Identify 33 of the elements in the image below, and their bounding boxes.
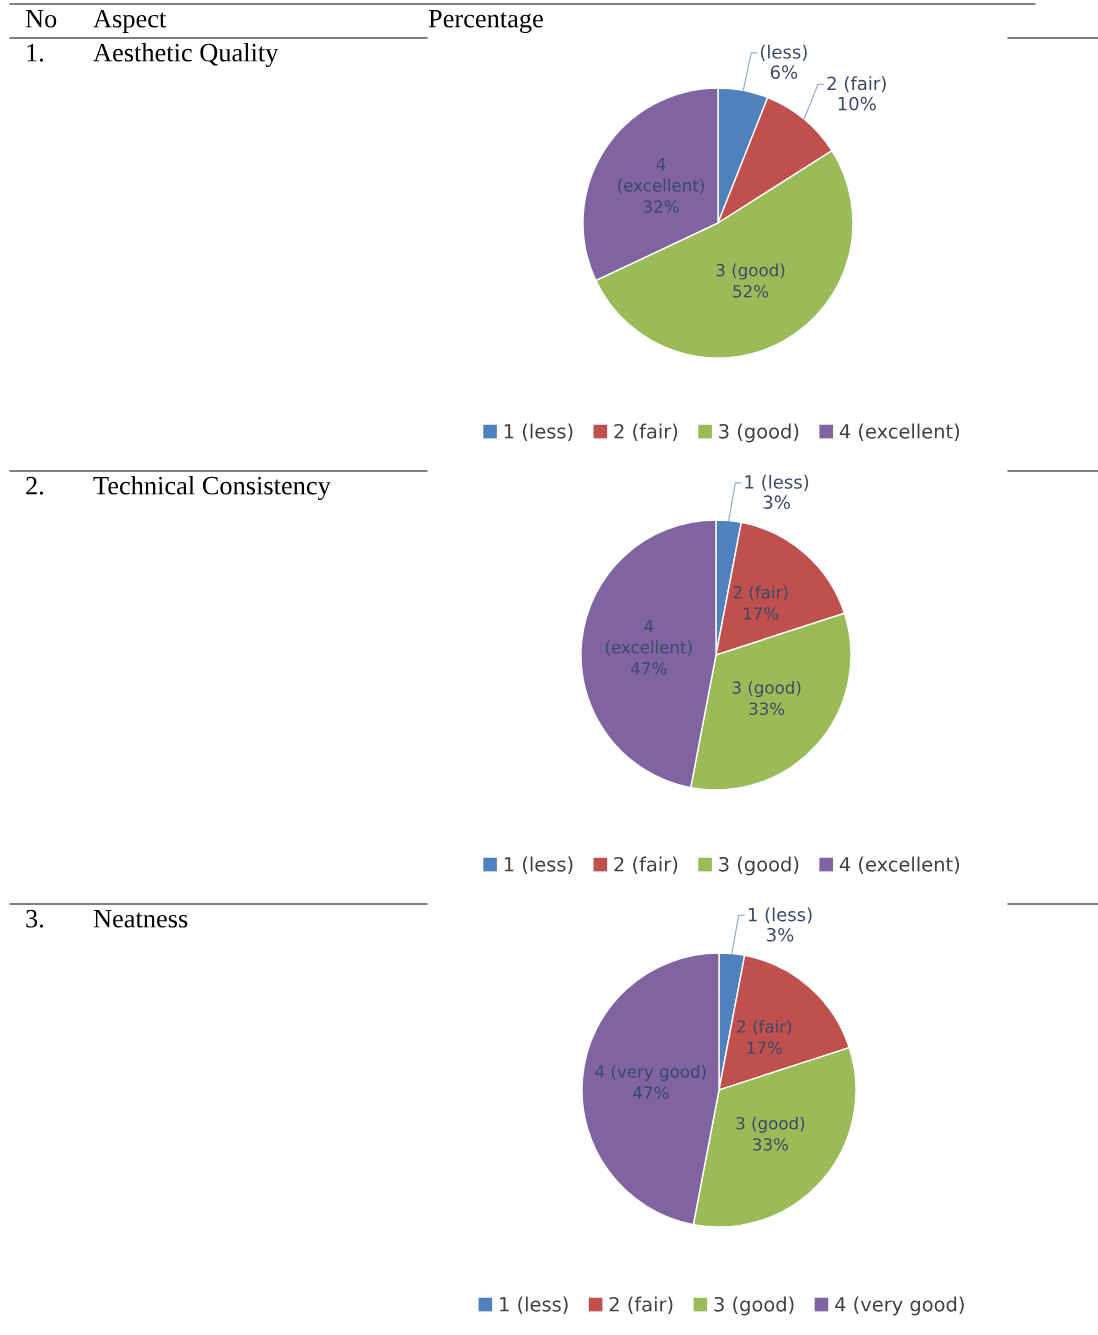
- legend-label: 1 (less): [504, 856, 573, 874]
- data-label: 2 (fair) 10%: [827, 76, 886, 111]
- text: Aesthetic Quality: [93, 43, 279, 67]
- text: 3.: [26, 909, 44, 928]
- data-label: 1 (less) 3%: [745, 474, 809, 510]
- data-label: 4 (excellent) 32%: [618, 158, 704, 213]
- text: Percentage: [428, 9, 543, 33]
- legend-label: 3 (good): [714, 1296, 794, 1316]
- data-label: 3 (good) 52%: [716, 263, 785, 298]
- legend-label: 4 (very good): [835, 1296, 964, 1316]
- legend-label: 1 (less): [504, 423, 573, 441]
- legend-label: 3 (good): [719, 423, 799, 443]
- data-label: (less) 6%: [760, 44, 807, 79]
- data-label: 4 (excellent) 47%: [605, 619, 692, 675]
- legend-label: 2 (fair): [609, 1296, 673, 1314]
- text: Aspect: [93, 9, 167, 33]
- data-label: 2 (fair) 17%: [737, 1019, 792, 1055]
- data-label: 3 (good) 33%: [732, 680, 801, 716]
- legend-label: 2 (fair): [614, 856, 678, 874]
- legend-label: 1 (less): [500, 1296, 568, 1314]
- data-label: 1 (less) 3%: [748, 907, 812, 942]
- text: Technical Consistency: [93, 476, 331, 500]
- legend-label: 3 (good): [719, 856, 799, 876]
- data-label: 3 (good) 33%: [736, 1116, 805, 1151]
- text: Neatness: [93, 910, 188, 928]
- legend-label: 4 (excellent): [839, 856, 960, 874]
- text: No: [25, 10, 57, 28]
- text: 1.: [27, 43, 44, 62]
- data-label: 2 (fair) 17%: [733, 585, 788, 620]
- legend-label: 4 (excellent): [839, 423, 960, 441]
- text: 2.: [26, 476, 44, 495]
- data-label: 4 (very good) 47%: [595, 1064, 706, 1099]
- legend-label: 2 (fair): [614, 423, 678, 441]
